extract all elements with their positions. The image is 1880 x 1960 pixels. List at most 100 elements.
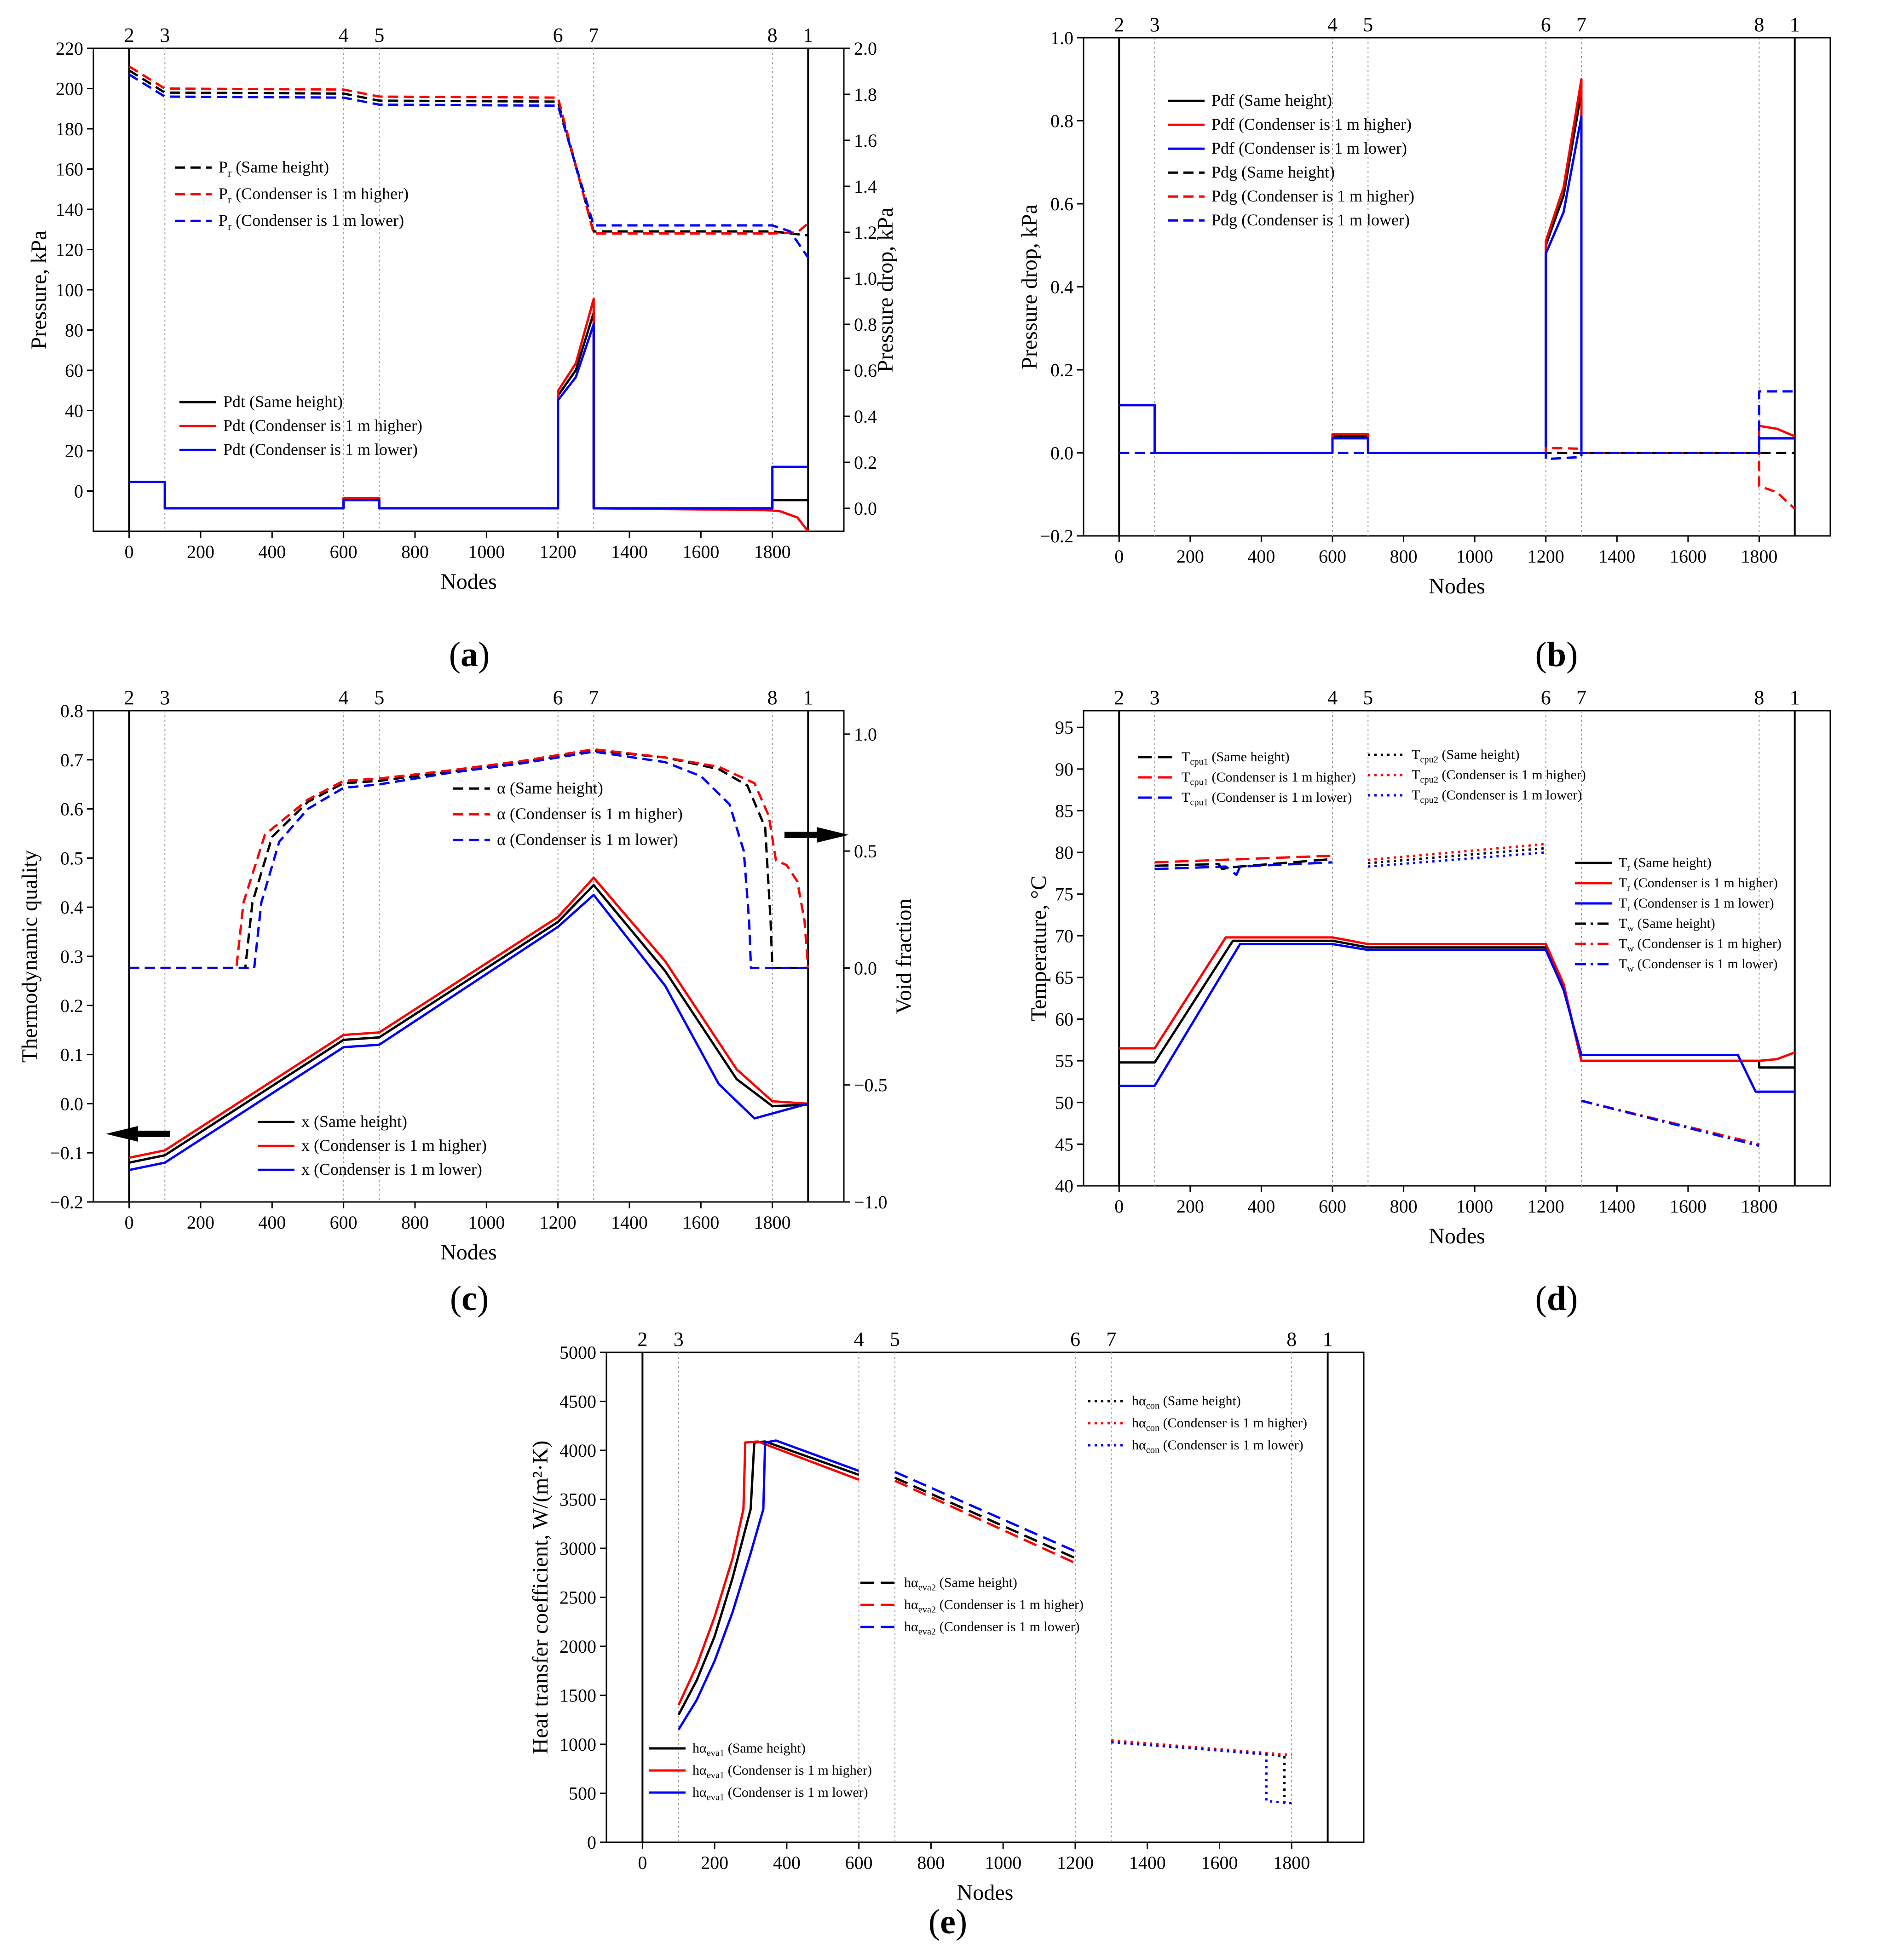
y2-tick-label: 0.6 <box>854 360 877 381</box>
y2-tick-label: 1.4 <box>854 176 877 197</box>
y2-tick-label: 0.8 <box>854 314 877 335</box>
y2-axis-title: Void fraction <box>892 898 916 1014</box>
series-line <box>1581 1099 1760 1147</box>
chart-c: 2 3 4 5 6 7 8 1 0 200 400 600 800 1000 1200 1400 1600 180… <box>17 686 916 1265</box>
panel-d: 2 3 4 5 6 7 8 1 0 200 400 600 800 1000 1200 1400 1600 180… <box>940 681 1880 1334</box>
y-tick-label: 200 <box>56 79 83 99</box>
y-tick-label: 220 <box>56 38 83 59</box>
x-tick-label: 1000 <box>1456 546 1493 567</box>
series-line <box>129 894 808 1172</box>
caption-d: (d) <box>1535 1279 1578 1318</box>
x-axis-title: Nodes <box>1429 574 1485 598</box>
series-line <box>1368 847 1546 865</box>
chart-a: 2 3 4 5 6 7 8 10 200 400 600 800 1000 1200 1400 1600 180… <box>27 24 898 594</box>
y2-tick-label: 0.0 <box>854 498 877 519</box>
series-line <box>129 748 809 969</box>
y-axis-title: Temperature, °C <box>1027 875 1051 1021</box>
series-line <box>677 1440 859 1716</box>
node-label: 3 <box>160 686 170 709</box>
node-label: 5 <box>374 24 384 46</box>
node-label: 7 <box>1106 1328 1116 1351</box>
series-line <box>1111 1741 1292 1805</box>
series-line <box>129 749 808 969</box>
y-tick-label: 0.4 <box>1050 277 1073 298</box>
node-label: 5 <box>374 686 384 709</box>
y-tick-label: 0.0 <box>1050 443 1073 464</box>
y-tick-label: 65 <box>1055 967 1073 988</box>
legend-d2-label: Tcpu2 (Condenser is 1 m higher) <box>1412 767 1586 785</box>
y-tick-label: 0 <box>587 1832 596 1853</box>
y-axis-title: Heat transfer coefficient, W/(m²·K) <box>528 1441 553 1754</box>
node-label: 4 <box>339 24 349 46</box>
x-tick-label: 1600 <box>682 541 719 562</box>
y-tick-label: 0.0 <box>60 1093 83 1114</box>
node-label: 3 <box>674 1328 684 1351</box>
plot-frame <box>1083 37 1831 537</box>
node-label: 1 <box>803 686 813 709</box>
node-label: 3 <box>160 24 170 46</box>
series-line <box>677 1440 859 1706</box>
y-axis-title: Pressure, kPa <box>27 230 51 350</box>
caption-a: (a) <box>449 635 490 674</box>
y-tick-label: 70 <box>1055 925 1073 946</box>
x-axis-title: Nodes <box>957 1880 1014 1905</box>
y-tick-label: 55 <box>1055 1051 1073 1071</box>
legend-b-label: Pdg (Same height) <box>1211 163 1335 181</box>
node-label: 3 <box>1150 686 1160 709</box>
series-line <box>129 298 809 532</box>
y-tick-label: 160 <box>56 159 83 180</box>
legend-e-con-label: hαcon (Same height) <box>1132 1393 1241 1411</box>
legend-c1-label: α (Condenser is 1 m lower) <box>497 830 678 849</box>
x-tick-label: 1200 <box>1057 1852 1094 1873</box>
legend-d3-label: Tr (Condenser is 1 m higher) <box>1619 875 1778 893</box>
y2-tick-label: 1.2 <box>854 222 877 243</box>
x-tick-label: 1400 <box>1598 546 1635 567</box>
legend-b-label: Pdf (Same height) <box>1211 91 1332 109</box>
y-tick-label: −0.2 <box>1040 526 1073 546</box>
legend-a1-label: Pr (Condenser is 1 m lower) <box>219 211 404 233</box>
series-line <box>1368 851 1546 868</box>
node-label: 7 <box>1576 13 1586 36</box>
y-tick-label: 0.6 <box>60 799 83 820</box>
y-tick-label: 80 <box>1055 842 1073 863</box>
x-tick-label: 600 <box>1319 1196 1346 1217</box>
legend-a1-label: Pr (Same height) <box>219 158 329 179</box>
legend-e-eva2-label: hαeva2 (Condenser is 1 m higher) <box>904 1597 1084 1615</box>
node-label: 4 <box>1327 13 1338 36</box>
series-line <box>129 876 808 1159</box>
series-line <box>129 323 808 510</box>
y-tick-label: 0 <box>74 481 83 502</box>
x-tick-label: 200 <box>187 1212 214 1233</box>
y-axis-title: Pressure drop, kPa <box>1017 204 1042 369</box>
node-label: 6 <box>1541 13 1551 36</box>
y-tick-label: 0.1 <box>60 1045 83 1065</box>
legend-d2-label: Tcpu2 (Same height) <box>1412 747 1520 765</box>
y-tick-label: 90 <box>1055 759 1073 780</box>
legend-d3-label: Tw (Condenser is 1 m higher) <box>1619 936 1782 954</box>
x-tick-label: 1200 <box>540 541 577 562</box>
x-tick-label: 1600 <box>1670 1196 1707 1217</box>
series-line <box>1119 936 1795 1062</box>
node-label: 8 <box>767 24 778 46</box>
y-tick-label: 0.8 <box>60 701 83 721</box>
y-tick-label: 60 <box>65 360 83 381</box>
node-label: 3 <box>1150 13 1160 36</box>
series-line <box>677 1439 859 1730</box>
legend-d3-label: Tr (Same height) <box>1619 855 1712 873</box>
y-tick-label: 1500 <box>559 1685 596 1706</box>
x-tick-label: 800 <box>1390 546 1418 567</box>
series-line <box>1119 943 1795 1093</box>
legend-b-label: Pdf (Condenser is 1 m higher) <box>1211 115 1412 133</box>
x-tick-label: 1800 <box>1741 1196 1777 1217</box>
x-tick-label: 1600 <box>682 1212 719 1233</box>
legend-c1-label: α (Same height) <box>497 779 603 797</box>
y2-tick-label: −0.5 <box>854 1075 888 1096</box>
node-label: 5 <box>1363 13 1373 36</box>
y2-tick-label: 1.0 <box>854 268 877 289</box>
node-label: 4 <box>854 1328 864 1351</box>
x-tick-label: 400 <box>1247 546 1275 567</box>
y-tick-label: 140 <box>56 199 83 220</box>
node-label: 6 <box>553 686 563 709</box>
legend-e-con-label: hαcon (Condenser is 1 m higher) <box>1132 1415 1307 1433</box>
series-line <box>1154 854 1333 864</box>
